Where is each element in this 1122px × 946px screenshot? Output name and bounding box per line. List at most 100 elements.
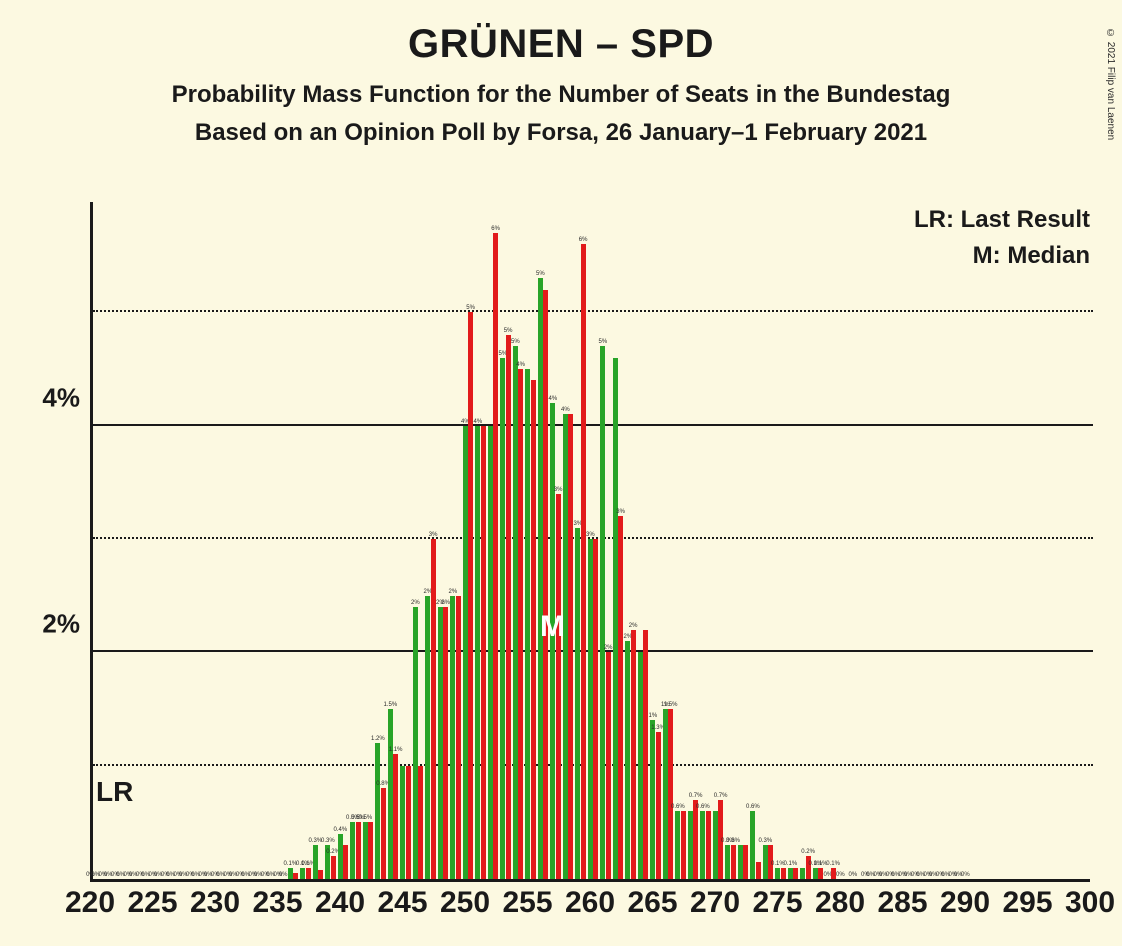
bar-label: 0.6% (746, 804, 760, 810)
bar-red (406, 766, 411, 879)
bar-red (568, 414, 573, 879)
bar-label: 3% (554, 487, 563, 493)
x-tick-label: 275 (752, 886, 802, 920)
bar-label: 0.1% (784, 861, 798, 867)
x-tick-label: 255 (502, 886, 552, 920)
bar-label: 0.2% (801, 849, 815, 855)
bar-red (793, 868, 798, 879)
bar-red: 6% (581, 244, 586, 879)
bar-red (743, 845, 748, 879)
median-marker: M (540, 610, 565, 644)
bar-label: 5% (511, 339, 520, 345)
bar-red: 1.3% (656, 732, 661, 879)
bar-red: 0.1% (818, 868, 823, 879)
x-tick-label: 270 (690, 886, 740, 920)
bar-label: 2% (411, 600, 420, 606)
bar-label: 5% (599, 339, 608, 345)
x-tick-label: 235 (252, 886, 302, 920)
bar-label: 5% (536, 271, 545, 277)
bar-label: 0.1% (826, 861, 840, 867)
bar-red: 5% (506, 335, 511, 879)
bar-label: 3% (429, 532, 438, 538)
bar-label: 0.7% (689, 793, 703, 799)
bar-red: 1.5% (668, 709, 673, 879)
bar-red (318, 870, 323, 879)
bar-label: 1.5% (664, 702, 678, 708)
bar-label: 0% (849, 872, 858, 878)
bar-red: 3% (556, 494, 561, 879)
bar-red (593, 539, 598, 879)
bar-red: 3% (618, 516, 623, 879)
x-tick-label: 230 (190, 886, 240, 920)
chart-area: 0%0%0%0%0%0%0%0%0%0%0%0%0%0%0%0%0%0%0%0%… (90, 202, 1090, 882)
x-tick-label: 265 (627, 886, 677, 920)
bar-label: 1.1% (389, 747, 403, 753)
x-tick-label: 295 (1002, 886, 1052, 920)
bar-red: 2% (631, 630, 636, 879)
bar-red: 0.5% (356, 822, 361, 879)
bar-red: 6% (493, 233, 498, 879)
lr-marker: LR (96, 776, 133, 808)
bar-label: 0% (279, 872, 288, 878)
bar-red (643, 630, 648, 879)
bar-red (543, 290, 548, 879)
bar-red (681, 811, 686, 879)
bar-label: 2% (441, 600, 450, 606)
plot-area: 0%0%0%0%0%0%0%0%0%0%0%0%0%0%0%0%0%0%0%0%… (90, 202, 1090, 882)
chart-title: GRÜNEN – SPD (0, 22, 1122, 67)
bar-label: 6% (579, 237, 588, 243)
bar-label: 0.7% (714, 793, 728, 799)
bar-label: 1.2% (371, 736, 385, 742)
bar-label: 0.5% (359, 815, 373, 821)
bar-red (456, 596, 461, 879)
bar-label: 0.6% (696, 804, 710, 810)
bar-label: 4% (561, 407, 570, 413)
x-tick-label: 245 (377, 886, 427, 920)
bar-label: 1% (649, 713, 658, 719)
y-tick-label: 4% (42, 382, 80, 413)
bar-red (781, 868, 786, 879)
x-tick-label: 220 (65, 886, 115, 920)
bar-red: 0.1% (306, 868, 311, 879)
bar-red: 1.1% (393, 754, 398, 879)
chart-subtitle: Probability Mass Function for the Number… (0, 81, 1122, 109)
bar-label: 6% (491, 226, 500, 232)
y-tick-label: 2% (42, 609, 80, 640)
bar-red: 4% (518, 369, 523, 879)
bar-red: 0.8% (381, 788, 386, 879)
bar-label: 0.6% (671, 804, 685, 810)
x-tick-label: 260 (565, 886, 615, 920)
bar-label: 0.3% (726, 838, 740, 844)
x-tick-label: 285 (877, 886, 927, 920)
bar-red (756, 862, 761, 879)
bar-red (706, 811, 711, 879)
bar-label: 2% (449, 589, 458, 595)
bar-red: 2% (443, 607, 448, 879)
bar-red: 2% (606, 652, 611, 879)
x-tick-label: 225 (127, 886, 177, 920)
bar-label: 0.3% (321, 838, 335, 844)
bar-red (481, 426, 486, 879)
bar-label: 0.3% (759, 838, 773, 844)
bar-label: 0% (836, 872, 845, 878)
x-tick-label: 240 (315, 886, 365, 920)
bar-label: 3% (586, 532, 595, 538)
bar-label: 0.4% (334, 827, 348, 833)
bar-label: 5% (466, 305, 475, 311)
x-tick-label: 250 (440, 886, 490, 920)
bar-label: 4% (474, 419, 483, 425)
bar-label: 4% (516, 362, 525, 368)
bar-label: 5% (504, 328, 513, 334)
bar-label: 4% (549, 396, 558, 402)
x-tick-label: 280 (815, 886, 865, 920)
bar-red (531, 380, 536, 879)
bar-label: 3% (616, 509, 625, 515)
copyright-text: © 2021 Filip van Laenen (1105, 28, 1116, 140)
bar-red: 5% (468, 312, 473, 879)
bar-label: 0% (961, 872, 970, 878)
bar-red: 0.7% (693, 800, 698, 879)
x-tick-label: 300 (1065, 886, 1115, 920)
bar-red: 0.2% (331, 856, 336, 879)
bar-label: 2% (604, 645, 613, 651)
bar-red (293, 873, 298, 879)
